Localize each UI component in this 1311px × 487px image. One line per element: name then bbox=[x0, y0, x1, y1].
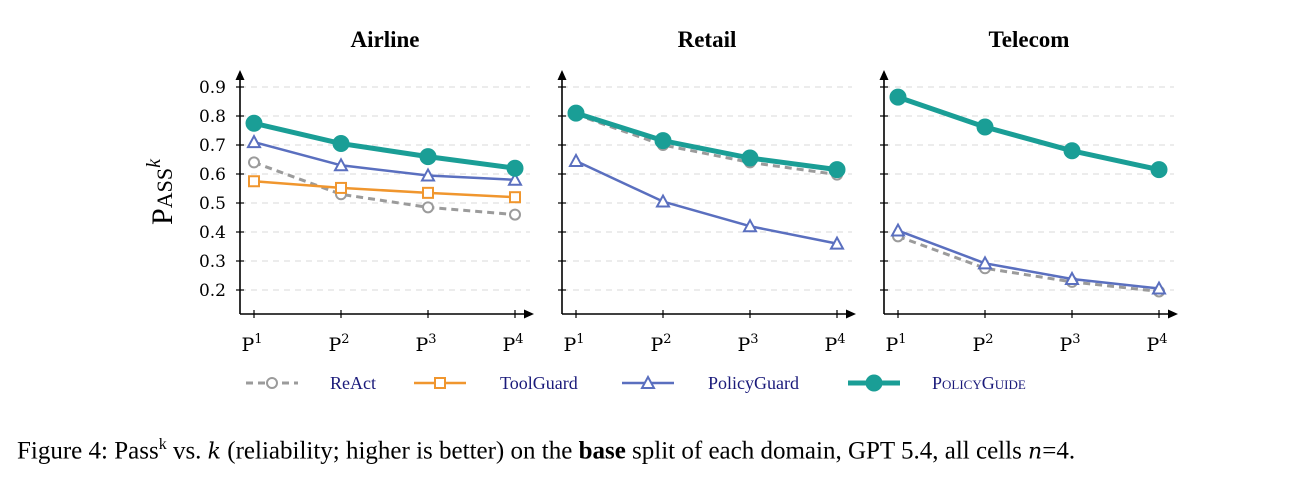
caption-mid1: vs. bbox=[166, 437, 208, 465]
caption-sup-k: k bbox=[158, 436, 167, 453]
data-point-policyguide bbox=[889, 88, 907, 106]
series-line-react bbox=[575, 113, 838, 177]
data-point-react bbox=[422, 201, 434, 214]
data-point-policyguide bbox=[332, 135, 350, 153]
y-axis-arrow bbox=[879, 70, 889, 80]
caption-var-n: n bbox=[1028, 439, 1043, 465]
data-point-toolguard bbox=[248, 175, 260, 188]
x-tick-label: P2 bbox=[650, 332, 671, 356]
legend-label-toolguard: ToolGuard bbox=[500, 373, 578, 393]
y-tick-label: 0.9 bbox=[199, 78, 226, 98]
series-line-react bbox=[253, 160, 516, 217]
panel-airline: 0.2 0.3 0.4 0.5 0.6 0.7 0.8 0.9 P1 P2 P3 P4 Airline bbox=[199, 27, 534, 356]
data-point-policyguide bbox=[1150, 161, 1168, 179]
y-tick-label: 0.2 bbox=[199, 281, 226, 301]
y-axis-arrow bbox=[235, 70, 245, 80]
data-point-policyguard bbox=[1151, 280, 1167, 295]
x-tick-label: P4 bbox=[1146, 332, 1167, 356]
y-axis-arrow bbox=[557, 70, 567, 80]
data-point-toolguard bbox=[335, 181, 347, 194]
series-line-policyguard bbox=[253, 140, 516, 182]
y-axis-label: PASSk bbox=[143, 158, 179, 225]
y-tick-label: 0.7 bbox=[199, 136, 226, 156]
data-point-toolguard bbox=[509, 191, 521, 204]
data-point-policyguard bbox=[568, 152, 584, 167]
data-point-policyguard bbox=[507, 171, 523, 186]
panel-title: Telecom bbox=[989, 27, 1070, 52]
x-axis-arrow bbox=[524, 309, 534, 319]
legend-marker-toolguard bbox=[434, 377, 446, 389]
data-point-policyguard bbox=[829, 235, 845, 250]
x-tick-label: P1 bbox=[241, 332, 262, 356]
caption-bold: base bbox=[578, 437, 626, 465]
data-point-policyguard bbox=[742, 218, 758, 233]
legend-marker-react bbox=[266, 377, 278, 389]
panel-retail: P1 P2 P3 P4 Retail bbox=[557, 27, 856, 356]
x-tick-label: P4 bbox=[502, 332, 523, 356]
panel-telecom: P1 P2 P3 P4 Telecom bbox=[879, 27, 1178, 356]
series-line-policyguide bbox=[253, 120, 516, 171]
data-point-policyguide bbox=[976, 118, 994, 136]
x-tick-label: P2 bbox=[972, 332, 993, 356]
data-point-policyguide bbox=[245, 114, 263, 132]
x-tick-label: P4 bbox=[824, 332, 845, 356]
caption-suffix: =4. bbox=[1042, 437, 1076, 465]
data-point-react bbox=[509, 208, 521, 221]
panel-title: Retail bbox=[678, 27, 737, 52]
data-point-policyguide bbox=[1063, 142, 1081, 160]
x-tick-label: P3 bbox=[415, 332, 436, 356]
legend: ReAct ToolGuard PolicyGuard POLICYGUIDE bbox=[246, 373, 1026, 393]
legend-marker-policyguide bbox=[865, 374, 883, 392]
y-tick-label: 0.8 bbox=[199, 107, 226, 127]
caption-mid3: split of each domain, GPT 5.4, all cells bbox=[625, 437, 1029, 465]
legend-label-policyguard: PolicyGuard bbox=[708, 373, 799, 393]
data-point-policyguide bbox=[741, 149, 759, 167]
series-line-policyguide bbox=[575, 110, 838, 173]
figure-chart: 0.2 0.3 0.4 0.5 0.6 0.7 0.8 0.9 P1 P2 P3 P4 Airline P… bbox=[143, 27, 1178, 393]
legend-marker-policyguard bbox=[640, 374, 656, 389]
y-tick-label: 0.4 bbox=[199, 223, 226, 243]
x-tick-label: P3 bbox=[1059, 332, 1080, 356]
series-line-policyguard bbox=[575, 159, 838, 245]
x-tick-label: P2 bbox=[328, 332, 349, 356]
caption-mid2: (reliability; higher is better) on the bbox=[221, 437, 579, 465]
panel-title: Airline bbox=[351, 27, 420, 52]
y-tick-label: 0.5 bbox=[199, 194, 226, 214]
data-point-policyguard bbox=[1064, 270, 1080, 285]
data-point-policyguide bbox=[828, 161, 846, 179]
data-point-react bbox=[248, 156, 260, 169]
legend-label-react: ReAct bbox=[330, 373, 376, 393]
figure-caption: Figure 4: Passk vs. k (reliability; high… bbox=[17, 436, 1307, 465]
y-tick-label: 0.6 bbox=[199, 165, 226, 185]
x-axis-arrow bbox=[1168, 309, 1178, 319]
series-line-react bbox=[897, 234, 1160, 293]
data-point-policyguard bbox=[246, 134, 262, 149]
x-tick-label: P1 bbox=[885, 332, 906, 356]
x-axis-arrow bbox=[846, 309, 856, 319]
series-line-toolguard bbox=[253, 180, 516, 199]
series-line-policyguide bbox=[897, 94, 1160, 173]
data-point-toolguard bbox=[422, 186, 434, 199]
caption-var-k: k bbox=[207, 439, 222, 465]
caption-prefix: Figure 4: Pass bbox=[17, 437, 159, 465]
legend-label-policyguide: POLICYGUIDE bbox=[932, 373, 1026, 393]
data-point-policyguide bbox=[654, 132, 672, 150]
data-point-policyguard bbox=[420, 167, 436, 182]
data-point-policyguard bbox=[977, 255, 993, 270]
data-point-policyguard bbox=[655, 193, 671, 208]
y-tick-label: 0.3 bbox=[199, 252, 226, 272]
data-point-policyguide bbox=[567, 104, 585, 122]
data-point-policyguard bbox=[890, 222, 906, 237]
data-point-policyguard bbox=[333, 157, 349, 172]
x-tick-label: P3 bbox=[737, 332, 758, 356]
series-line-policyguard bbox=[897, 229, 1160, 290]
data-point-policyguide bbox=[419, 148, 437, 166]
x-tick-label: P1 bbox=[563, 332, 584, 356]
data-point-policyguide bbox=[506, 159, 524, 177]
